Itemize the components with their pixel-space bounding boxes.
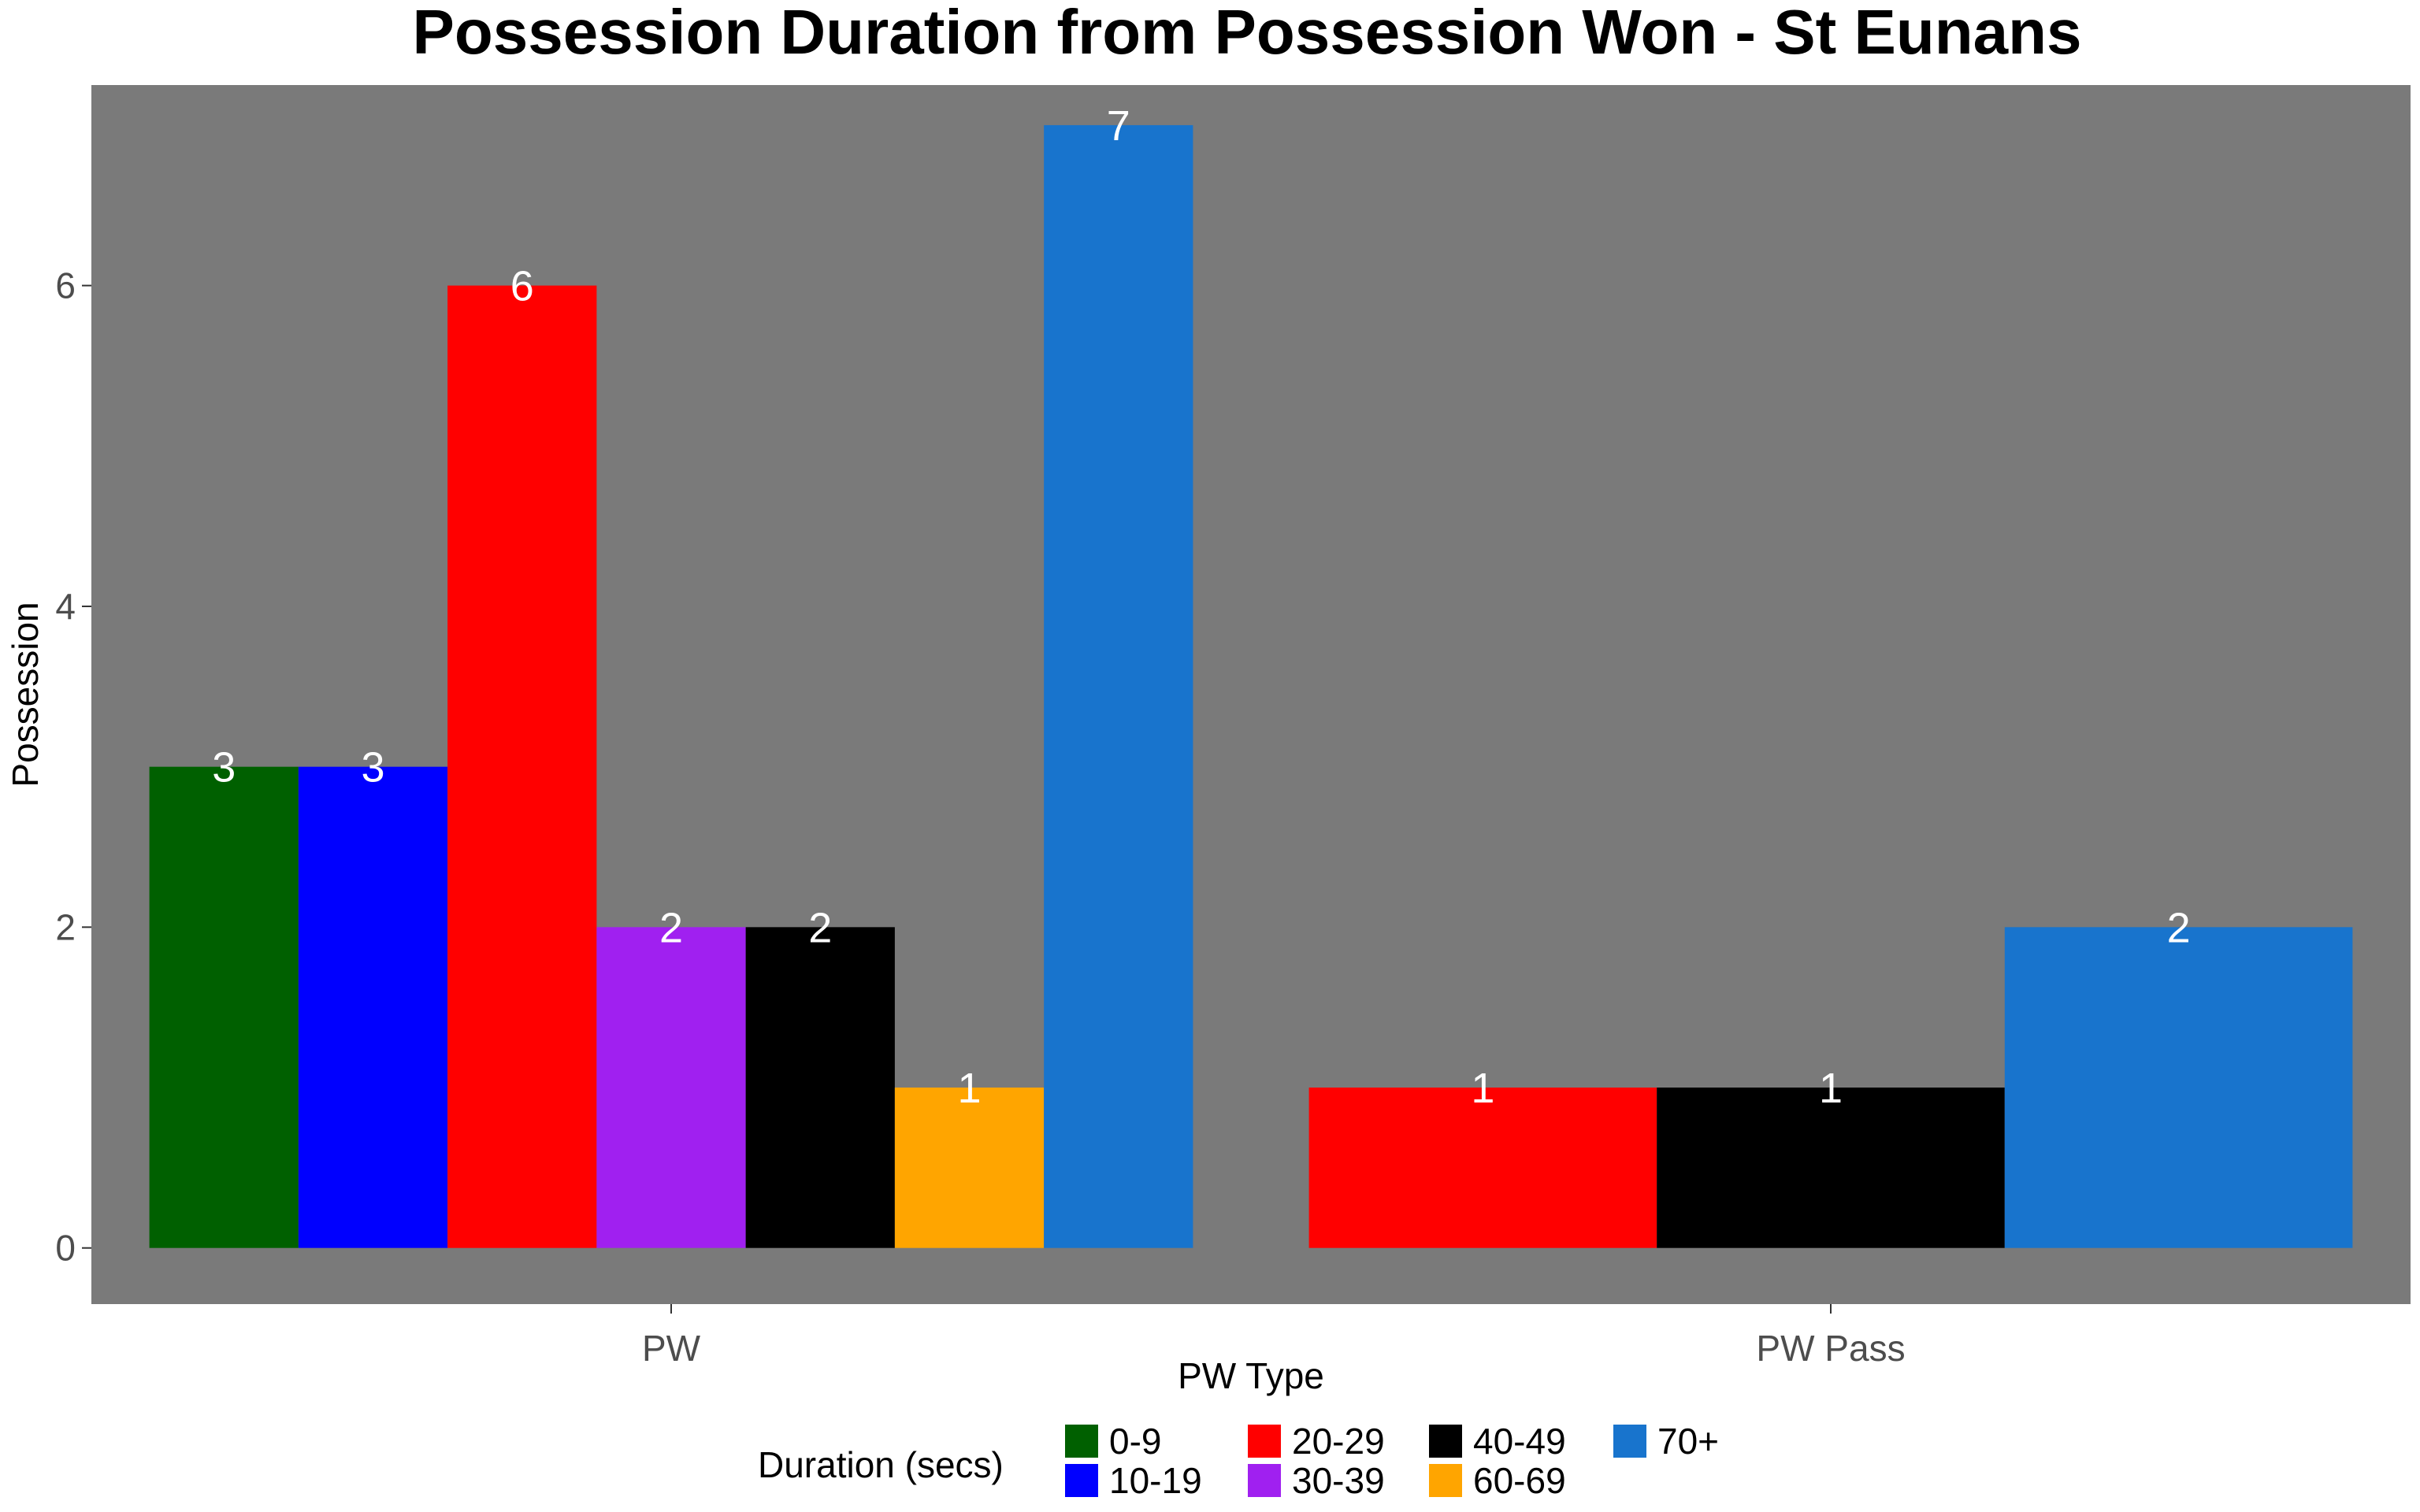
y-axis: 0 2 4 6 <box>55 265 91 1269</box>
data-label: 1 <box>957 1065 981 1112</box>
data-label: 3 <box>212 744 236 791</box>
legend-label: 70+ <box>1657 1421 1719 1462</box>
x-axis-title: PW Type <box>1178 1355 1324 1396</box>
legend-label: 60-69 <box>1473 1460 1566 1501</box>
y-tick-label: 2 <box>55 906 76 947</box>
legend-label: 10-19 <box>1109 1460 1202 1501</box>
bar-pw-40-49 <box>745 927 895 1248</box>
data-label: 1 <box>1819 1065 1843 1112</box>
legend-label: 20-29 <box>1292 1421 1385 1462</box>
data-labels-group: 3 3 6 2 2 1 7 1 1 2 <box>212 102 2190 1112</box>
y-tick-label: 4 <box>55 586 76 627</box>
bar-pw-20-29 <box>447 285 597 1248</box>
x-axis: PW PW Pass <box>642 1304 1906 1369</box>
chart-title: Possession Duration from Possession Won … <box>413 0 2082 67</box>
bar-pw-10-19 <box>298 766 448 1248</box>
data-label: 7 <box>1107 102 1130 150</box>
y-axis-title: Possession <box>5 602 46 787</box>
bar-pw-30-39 <box>596 927 746 1248</box>
bar-pw-pass-40-49 <box>1657 1088 2005 1248</box>
bars-group <box>149 124 2353 1248</box>
data-label: 1 <box>1471 1065 1494 1112</box>
legend-key <box>1429 1464 1462 1497</box>
legend-key <box>1429 1425 1462 1458</box>
bar-pw-70+ <box>1044 124 1193 1248</box>
legend-label: 0-9 <box>1109 1421 1161 1462</box>
legend-key <box>1065 1464 1098 1497</box>
legend-label: 40-49 <box>1473 1421 1566 1462</box>
bar-pw-0-9 <box>149 766 299 1248</box>
bar-pw-pass-70+ <box>2004 927 2353 1248</box>
legend-key <box>1248 1425 1281 1458</box>
data-label: 2 <box>659 904 683 951</box>
legend-key <box>1065 1425 1098 1458</box>
data-label: 2 <box>808 904 832 951</box>
data-label: 2 <box>2167 904 2191 951</box>
legend-key <box>1248 1464 1281 1497</box>
bar-pw-60-69 <box>894 1088 1045 1248</box>
x-tick-label: PW Pass <box>1756 1328 1905 1369</box>
y-tick-label: 0 <box>55 1228 76 1269</box>
legend-key <box>1613 1425 1646 1458</box>
data-label: 3 <box>361 744 384 791</box>
x-tick-label: PW <box>642 1328 701 1369</box>
bar-pw-pass-20-29 <box>1308 1088 1657 1248</box>
legend-label: 30-39 <box>1292 1460 1385 1501</box>
legend-title: Duration (secs) <box>758 1444 1004 1485</box>
y-tick-label: 6 <box>55 265 76 306</box>
data-label: 6 <box>510 263 534 310</box>
